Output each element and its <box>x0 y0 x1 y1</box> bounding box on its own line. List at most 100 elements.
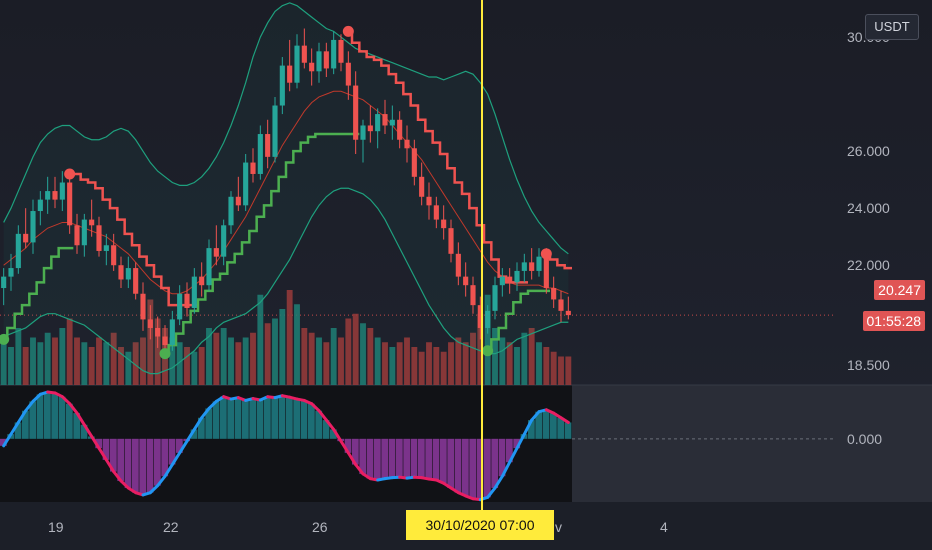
oscillator-line-segment <box>332 427 343 443</box>
candle-body <box>243 162 249 206</box>
volume-bar <box>52 337 58 385</box>
trailing-stop-short <box>344 30 528 284</box>
price-axis-label: 26.000 <box>847 143 890 159</box>
candle-body <box>177 293 183 320</box>
currency-selector[interactable]: USDT <box>865 14 919 40</box>
oscillator-histogram-bar <box>176 438 183 453</box>
oscillator-histogram-bar <box>190 429 198 439</box>
oscillator-histogram-bar <box>410 438 418 478</box>
candle-body <box>89 219 95 226</box>
candle-body <box>389 119 395 126</box>
oscillator-histogram-bar <box>0 438 7 446</box>
volume-bar <box>528 328 535 385</box>
candle-body <box>367 125 373 132</box>
signal-dot-short <box>64 168 76 180</box>
oscillator-line-segment <box>522 418 534 436</box>
oscillator-line-segment <box>346 451 358 467</box>
volume-bar <box>206 328 212 385</box>
volume-bar <box>103 342 110 385</box>
volume-bar <box>242 337 249 385</box>
volume-bar <box>132 342 139 385</box>
candle-body <box>1 276 7 289</box>
candle-body <box>309 62 315 72</box>
volume-bar <box>140 337 146 385</box>
oscillator-line-segment <box>170 451 182 467</box>
oscillator-histogram-bar <box>425 438 433 480</box>
oscillator-histogram-bar <box>476 438 484 500</box>
oscillator-line-segment <box>156 474 167 488</box>
volume-bar <box>22 347 29 385</box>
oscillator-line-segment <box>354 463 365 476</box>
volume-bar <box>367 328 374 385</box>
oscillator-histogram-bar <box>278 395 286 439</box>
candle-body <box>323 51 329 69</box>
oscillator-histogram-bar <box>161 438 169 477</box>
oscillator-histogram-bar <box>146 438 154 493</box>
candle-body <box>155 327 161 337</box>
bar-countdown-tag: 01:55:28 <box>862 311 925 331</box>
candle-body <box>514 270 520 283</box>
candle-body <box>492 285 498 311</box>
candle-body <box>316 51 322 72</box>
candle-body <box>382 114 388 126</box>
volume-bar <box>352 313 359 385</box>
oscillator-line-segment <box>493 474 504 490</box>
oscillator-axis-label: 0.000 <box>847 431 882 447</box>
oscillator-histogram-bar <box>286 397 293 439</box>
candle-body <box>213 248 219 257</box>
oscillator-histogram-bar <box>110 438 117 472</box>
oscillator-line-segment <box>68 402 79 415</box>
candle-body <box>103 245 109 251</box>
oscillator-histogram-bar <box>205 408 213 439</box>
candle-body <box>15 233 21 269</box>
oscillator-line-segment <box>31 392 42 403</box>
oscillator-histogram-bar <box>484 438 491 498</box>
candle-body <box>265 134 271 157</box>
volume-bar <box>184 347 190 385</box>
oscillator-line-segment <box>90 434 101 450</box>
signal-dot-long <box>159 348 171 360</box>
time-label-19: 19 <box>48 519 64 535</box>
candle-body <box>448 228 454 254</box>
candle-body <box>463 276 469 286</box>
oscillator-line-segment <box>185 427 196 443</box>
oscillator-histogram-bar <box>308 403 315 439</box>
oscillator-histogram-bar <box>506 438 513 463</box>
oscillator-histogram-bar <box>58 396 66 439</box>
oscillator-histogram-bar <box>469 438 477 499</box>
lower-band-line <box>3 187 569 375</box>
oscillator-line-segment <box>508 446 519 464</box>
volume-bar <box>66 318 73 385</box>
volume-bar <box>330 328 337 385</box>
volume-bar <box>118 347 124 385</box>
oscillator-histogram-bar <box>388 438 396 478</box>
oscillator-line-segment <box>75 411 86 427</box>
oscillator-histogram-bar <box>132 438 139 493</box>
price-axis-label: 18.500 <box>847 357 890 373</box>
candle-body <box>235 196 241 206</box>
candle-body <box>221 225 227 257</box>
candle-body <box>52 191 58 200</box>
candle-body <box>111 245 117 266</box>
candle-body <box>191 276 197 308</box>
oscillator-line-segment <box>119 479 130 490</box>
volume-bar <box>316 337 322 385</box>
oscillator-histogram-bar <box>80 424 88 439</box>
oscillator-histogram-bar <box>498 438 506 477</box>
oscillator-histogram-bar <box>440 438 447 484</box>
oscillator-histogram-bar <box>14 422 22 439</box>
oscillator-line-segment <box>559 416 570 424</box>
volume-bar <box>345 318 352 385</box>
volume-bar <box>433 347 440 385</box>
candle-body <box>133 268 139 294</box>
oscillator-histogram-bar <box>528 420 535 439</box>
candle-body <box>279 65 285 106</box>
volume-bar <box>448 342 454 385</box>
volume-bar <box>550 351 557 385</box>
oscillator-histogram-bar <box>271 397 279 439</box>
oscillator-histogram-bar <box>256 399 264 439</box>
candle-body <box>199 276 205 286</box>
volume-bar <box>389 347 396 385</box>
oscillator-histogram-bar <box>227 399 235 439</box>
